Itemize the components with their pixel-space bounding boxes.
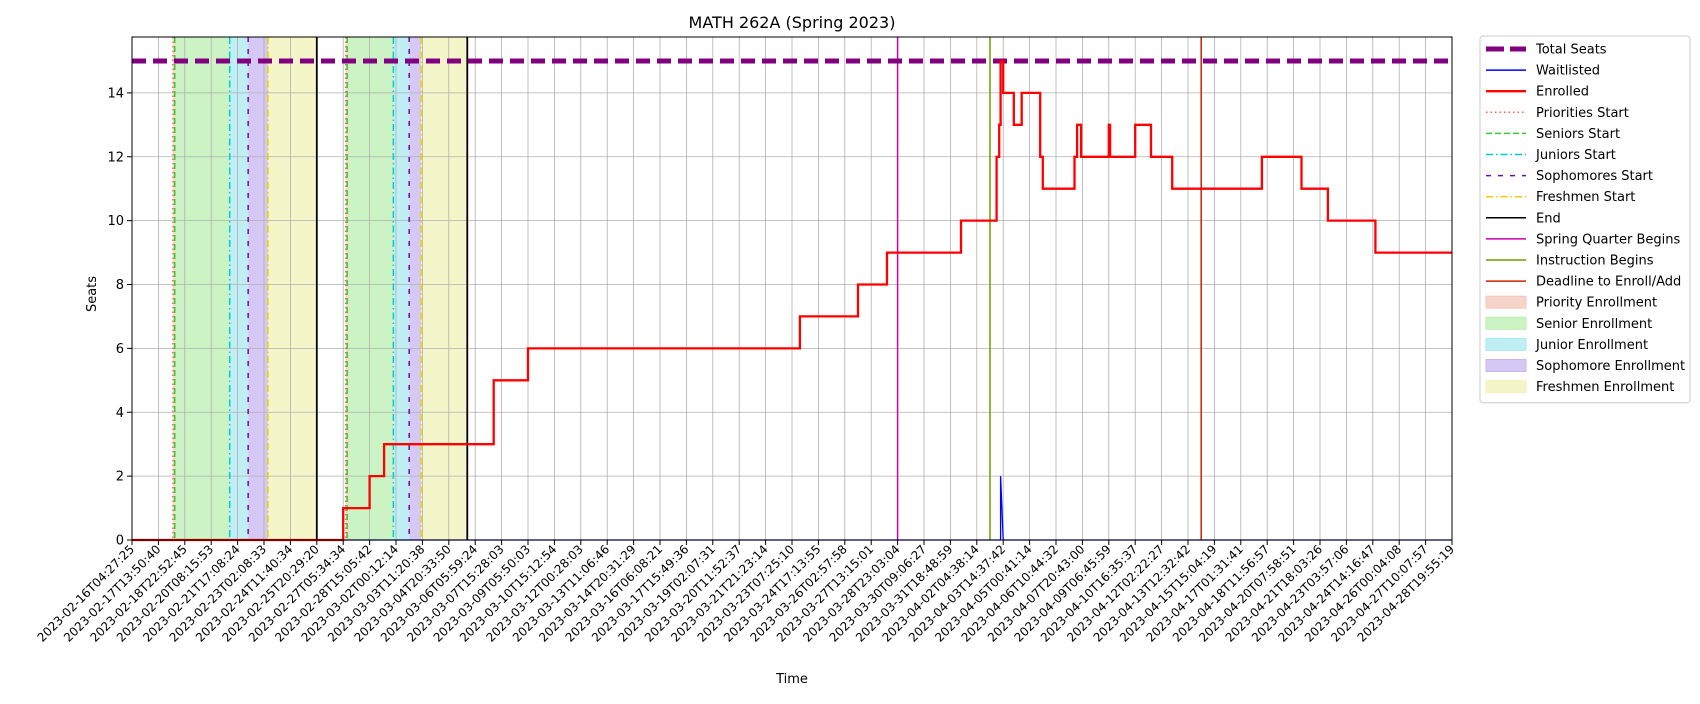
- legend: Total Seats Waitlisted Enrolled Priorities …: [1479, 35, 1691, 404]
- legend-label-senior-fill: Senior Enrollment: [1536, 317, 1652, 332]
- legend-label-freshmen-fill: Freshmen Enrollment: [1536, 380, 1674, 395]
- legend-label-priorities-start: Priorities Start: [1536, 106, 1629, 121]
- y-tick-label: 8: [116, 278, 124, 293]
- enrollment-periods: [172, 37, 468, 540]
- period-priority-enrollment: [345, 37, 349, 540]
- legend-label-spring-quarter: Spring Quarter Begins: [1536, 232, 1680, 247]
- period-freshmen-enrollment: [267, 37, 317, 540]
- period-junior-enrollment: [229, 37, 249, 540]
- period-senior-enrollment: [175, 37, 230, 540]
- y-tick-label: 14: [107, 86, 124, 101]
- legend-swatch-priority-fill: [1485, 295, 1527, 309]
- period-junior-enrollment: [393, 37, 410, 540]
- legend-label-priority-fill: Priority Enrollment: [1536, 296, 1657, 311]
- period-sophomore-enrollment: [248, 37, 268, 540]
- chart-title: MATH 262A (Spring 2023): [689, 13, 896, 32]
- y-tick-label: 0: [116, 534, 124, 549]
- y-tick-label: 4: [116, 406, 124, 421]
- legend-label-instruction: Instruction Begins: [1536, 254, 1654, 269]
- legend-label-juniors-start: Juniors Start: [1535, 148, 1616, 163]
- y-tick-label: 10: [107, 214, 124, 229]
- legend-label-sophomores-start: Sophomores Start: [1536, 169, 1653, 184]
- legend-swatch-sophomore-fill: [1485, 359, 1527, 372]
- legend-box: [1479, 35, 1691, 404]
- period-freshmen-enrollment: [421, 37, 468, 540]
- legend-swatch-junior-fill: [1485, 337, 1527, 351]
- grid: [131, 37, 1453, 541]
- milestone-lines: [172, 37, 1202, 540]
- legend-label-waitlisted: Waitlisted: [1536, 64, 1600, 79]
- y-tick-label: 2: [116, 470, 124, 485]
- series-enrolled: [132, 59, 1452, 542]
- legend-label-sophomore-fill: Sophomore Enrollment: [1536, 359, 1685, 374]
- period-sophomore-enrollment: [409, 37, 422, 540]
- legend-swatch-freshmen-fill: [1485, 380, 1527, 394]
- legend-label-deadline: Deadline to Enroll/Add: [1536, 275, 1681, 290]
- y-tick-label: 12: [107, 150, 124, 165]
- legend-label-freshmen-start: Freshmen Start: [1536, 190, 1635, 205]
- legend-label-seniors-start: Seniors Start: [1536, 127, 1620, 142]
- legend-label-enrolled: Enrolled: [1536, 85, 1589, 100]
- x-axis-label: Time: [775, 672, 808, 687]
- legend-label-end: End: [1536, 211, 1561, 226]
- y-axis-label: Seats: [85, 276, 100, 312]
- legend-label-total: Total Seats: [1535, 43, 1607, 58]
- y-tick-label: 6: [116, 342, 124, 357]
- period-priority-enrollment: [172, 37, 176, 540]
- y-axis-ticks: 0 2 4 6 8 10 12 14: [107, 86, 132, 549]
- period-senior-enrollment: [348, 37, 394, 540]
- legend-label-junior-fill: Junior Enrollment: [1535, 338, 1648, 353]
- legend-swatch-senior-fill: [1485, 316, 1527, 330]
- x-axis-ticks: 2023-02-16T04:27:252023-02-17T13:50:4020…: [35, 540, 1457, 645]
